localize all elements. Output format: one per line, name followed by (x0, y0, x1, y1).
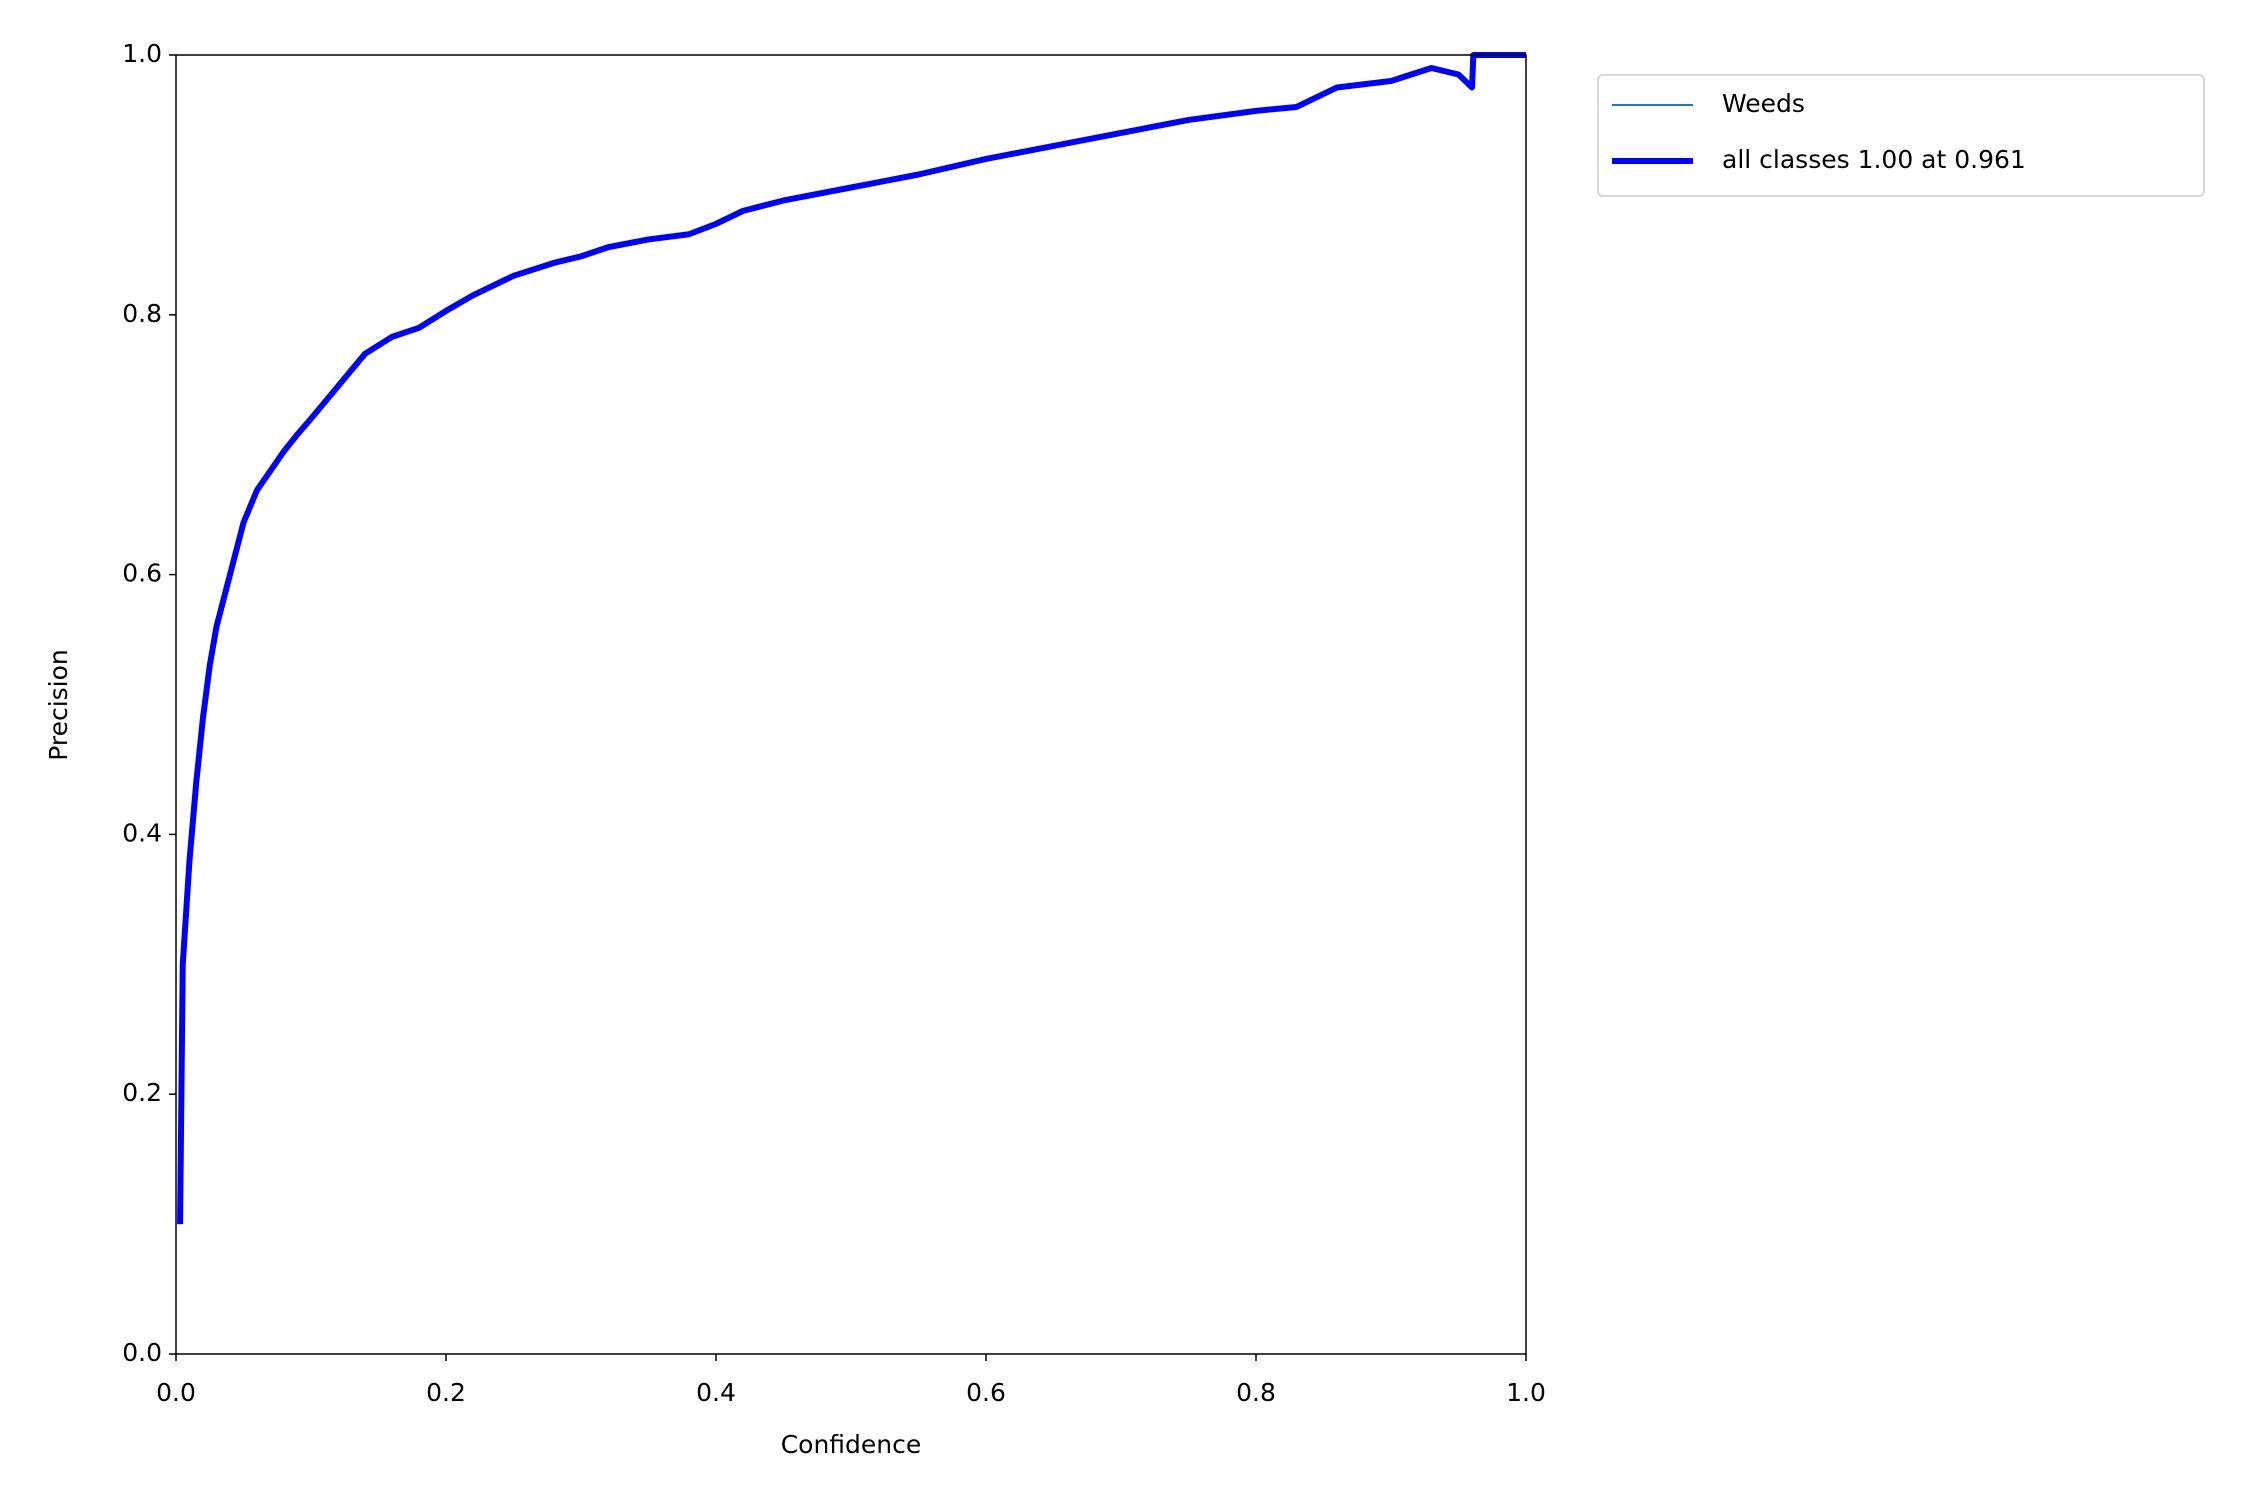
y-tick-label: 0.4 (122, 818, 162, 847)
series-line (177, 52, 1526, 1225)
x-tick-label: 1.0 (1506, 1378, 1546, 1407)
y-axis-label: Precision (44, 649, 73, 761)
y-tick-label: 0.6 (122, 559, 162, 588)
x-tick-label: 0.6 (966, 1378, 1006, 1407)
x-axis-label: Confidence (781, 1430, 922, 1459)
x-tick-label: 0.4 (696, 1378, 736, 1407)
legend-label: all classes 1.00 at 0.961 (1722, 145, 2026, 174)
y-tick-label: 1.0 (122, 39, 162, 68)
y-tick-label: 0.2 (122, 1078, 162, 1107)
plot-frame (175, 54, 1527, 1355)
y-tick-label: 0.8 (122, 299, 162, 328)
legend-box (1597, 74, 2205, 197)
x-tick-label: 0.2 (426, 1378, 466, 1407)
legend-label: Weeds (1722, 89, 1805, 118)
x-tick-label: 0.0 (156, 1378, 196, 1407)
x-tick-label: 0.8 (1236, 1378, 1276, 1407)
y-tick-label: 0.0 (122, 1338, 162, 1367)
